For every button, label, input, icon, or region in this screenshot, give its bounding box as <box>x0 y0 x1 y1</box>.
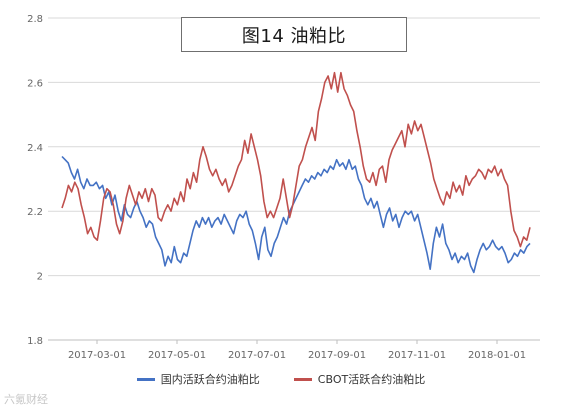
y-tick-label: 2.4 <box>27 143 43 154</box>
legend-label-domestic: 国内活跃合约油粕比 <box>160 373 260 386</box>
legend-item-cbot: CBOT活跃合约油粕比 <box>293 371 426 387</box>
watermark: 六氪财经 <box>4 393 48 406</box>
y-tick-label: 1.8 <box>27 336 43 347</box>
legend-label-cbot: CBOT活跃合约油粕比 <box>317 373 426 386</box>
y-tick-label: 2 <box>37 272 43 283</box>
legend-swatch-cbot <box>293 377 312 381</box>
x-tick-label: 2017-05-01 <box>148 350 206 361</box>
series-line-domestic <box>61 155 531 274</box>
x-tick-label: 2017-09-01 <box>308 350 366 361</box>
series-line-cbot <box>61 71 531 248</box>
legend-swatch-domestic <box>136 377 155 381</box>
legend: 国内活跃合约油粕比 CBOT活跃合约油粕比 <box>0 371 562 387</box>
y-tick-label: 2.8 <box>27 14 43 25</box>
chart-title: 图14 油粕比 <box>181 17 407 52</box>
y-tick-label: 2.6 <box>27 78 43 89</box>
y-tick-label: 2.2 <box>27 207 43 218</box>
legend-item-domestic: 国内活跃合约油粕比 <box>136 371 260 387</box>
x-tick-label: 2017-03-01 <box>68 350 126 361</box>
x-tick-label: 2017-07-01 <box>228 350 286 361</box>
x-tick-label: 2018-01-01 <box>468 350 526 361</box>
x-tick-label: 2017-11-01 <box>388 350 446 361</box>
